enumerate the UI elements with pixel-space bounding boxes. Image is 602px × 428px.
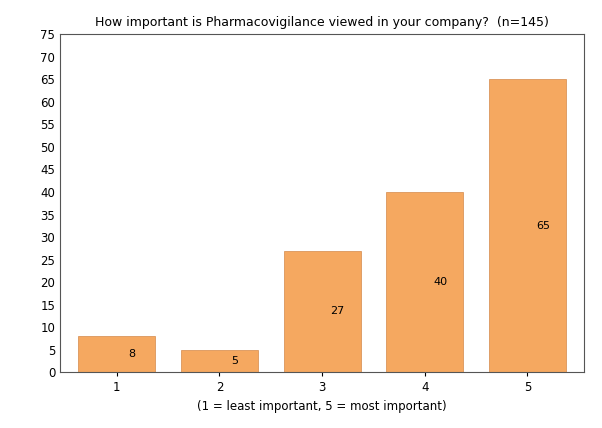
Bar xyxy=(181,350,258,372)
X-axis label: (1 = least important, 5 = most important): (1 = least important, 5 = most important… xyxy=(197,400,447,413)
Text: 27: 27 xyxy=(330,306,344,316)
Bar xyxy=(284,251,361,372)
Text: 40: 40 xyxy=(433,277,447,287)
Text: 8: 8 xyxy=(128,349,135,360)
Text: 65: 65 xyxy=(536,221,550,231)
Title: How important is Pharmacovigilance viewed in your company?  (n=145): How important is Pharmacovigilance viewe… xyxy=(95,16,549,29)
Text: 5: 5 xyxy=(231,356,238,366)
Bar xyxy=(489,79,566,372)
Bar xyxy=(386,192,464,372)
Bar xyxy=(78,336,155,372)
